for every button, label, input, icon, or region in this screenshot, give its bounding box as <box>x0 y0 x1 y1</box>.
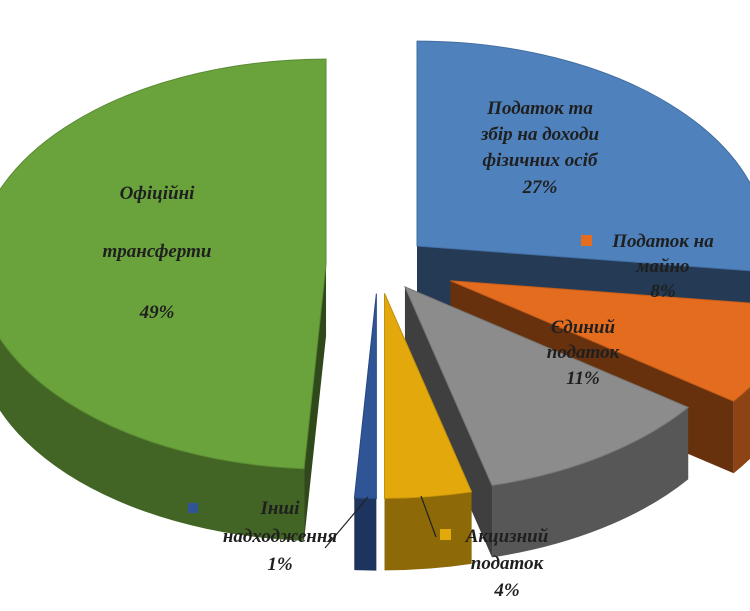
slice-rim-other <box>354 498 377 571</box>
label-single-pct: 11% <box>566 368 600 389</box>
label-other-pct: 1% <box>267 554 292 575</box>
label-pit-line3: фізичних осіб <box>483 150 599 171</box>
leader-lines <box>324 495 437 549</box>
label-pit-line1: Податок та <box>486 98 593 119</box>
legend-key-other <box>188 503 198 513</box>
label-pit-pct: 27% <box>522 177 558 198</box>
label-transfers-line2: трансферти <box>103 241 212 262</box>
label-property-line1: Податок на <box>611 231 714 252</box>
slice-rim-excise <box>384 491 472 571</box>
label-single-line2: податок <box>547 342 621 363</box>
slice-side-transfers-0 <box>304 264 327 541</box>
legend-key-excise <box>440 529 451 540</box>
legend-key-property <box>581 235 592 246</box>
data-labels: Податок та збір на доходи фізичних осіб … <box>103 98 715 601</box>
leader-line-other <box>324 496 369 549</box>
label-excise-pct: 4% <box>493 580 519 601</box>
label-excise-line1: Акцизний <box>465 526 549 547</box>
label-single-line1: Єдиний <box>551 317 615 338</box>
label-other-line2: надходження <box>223 526 338 547</box>
label-excise-line2: податок <box>471 553 545 574</box>
slice-property <box>450 280 750 402</box>
leader-line-excise <box>420 495 437 538</box>
slice-rim-property <box>733 386 750 474</box>
slice-rim-single <box>492 407 689 558</box>
slice-other <box>353 293 377 500</box>
slice-excise <box>384 293 473 499</box>
pie-slices <box>0 40 750 500</box>
label-property-pct: 8% <box>650 281 675 302</box>
label-other-line1: Інші <box>259 498 300 519</box>
slice-pit <box>416 40 750 272</box>
label-property-line2: майно <box>635 256 689 277</box>
label-transfers-line1: Офіційні <box>120 183 196 204</box>
label-transfers-pct: 49% <box>139 302 175 323</box>
slice-single <box>404 285 690 486</box>
label-pit-line2: збір на доходи <box>480 124 599 145</box>
slice-transfers <box>0 58 327 470</box>
